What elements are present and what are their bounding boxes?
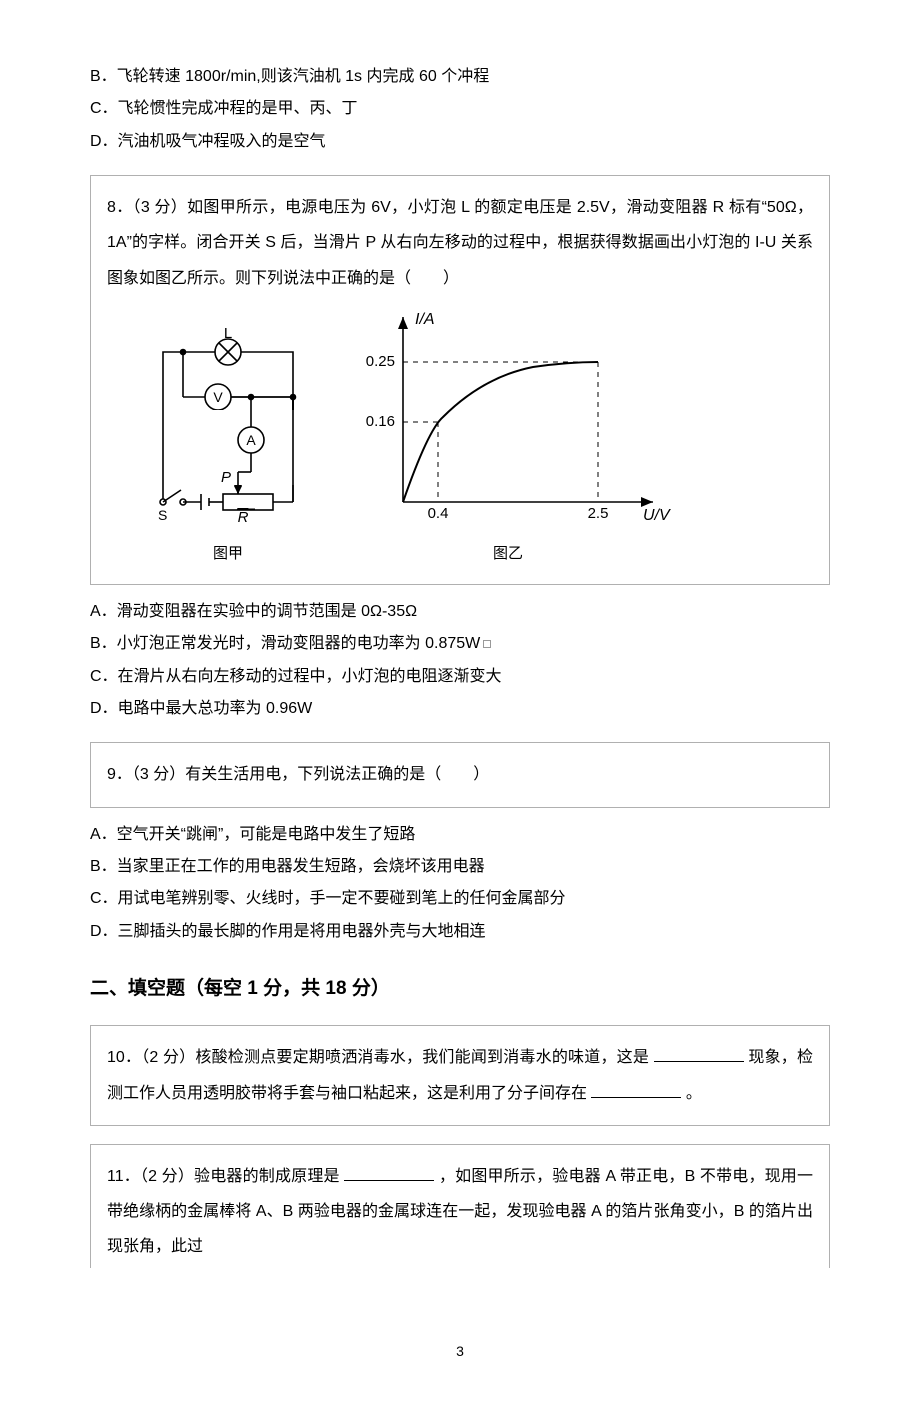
q10-box: 10．（2 分）核酸检测点要定期喷洒消毒水，我们能闻到消毒水的味道，这是 现象，…: [90, 1025, 830, 1125]
q8-box: 8．（3 分）如图甲所示，电源电压为 6V，小灯泡 L 的额定电压是 2.5V，…: [90, 175, 830, 585]
q8-figures: L V A S P R 图甲: [143, 302, 813, 570]
q10-text-1: 10．（2 分）核酸检测点要定期喷洒消毒水，我们能闻到消毒水的味道，这是: [107, 1049, 654, 1066]
q7-option-b: B．飞轮转速 1800r/min,则该汽油机 1s 内完成 60 个冲程: [90, 62, 830, 92]
q7-option-d: D．汽油机吸气冲程吸入的是空气: [90, 127, 830, 157]
q8-option-a: A．滑动变阻器在实验中的调节范围是 0Ω-35Ω: [90, 597, 830, 627]
q8-figure-2: I/A U/V 0.25 0.16 0.4 2.5 图乙: [343, 302, 673, 570]
label-S: S: [158, 507, 167, 522]
svg-text:R: R: [238, 509, 249, 522]
q9-option-b: B．当家里正在工作的用电器发生短路，会烧坏该用电器: [90, 852, 830, 882]
label-L: L: [224, 325, 232, 342]
q8-option-d: D．电路中最大总功率为 0.96W: [90, 694, 830, 724]
q9-option-c: C．用试电笔辨别零、火线时，手一定不要碰到笔上的任何金属部分: [90, 884, 830, 914]
label-R: R: [238, 509, 249, 522]
q7-option-c: C．飞轮惯性完成冲程的是甲、丙、丁: [90, 94, 830, 124]
q11-blank-1[interactable]: [344, 1162, 434, 1181]
graph-xtick-0: 0.4: [428, 505, 449, 522]
q8-fig1-caption: 图甲: [143, 537, 313, 570]
q9-box: 9．（3 分）有关生活用电，下列说法正确的是（ ）: [90, 742, 830, 807]
label-P: P: [221, 469, 231, 486]
q8-fig2-caption: 图乙: [343, 537, 673, 570]
q10-blank-1[interactable]: [654, 1044, 744, 1063]
q9-stem: 9．（3 分）有关生活用电，下列说法正确的是（ ）: [107, 766, 489, 783]
graph-xtick-1: 2.5: [588, 505, 609, 522]
q9-option-a: A．空气开关“跳闸”，可能是电路中发生了短路: [90, 820, 830, 850]
graph-ytick-1: 0.16: [366, 413, 395, 430]
q8-option-c: C．在滑片从右向左移动的过程中，小灯泡的电阻逐渐变大: [90, 662, 830, 692]
graph-x-label: U/V: [643, 507, 671, 522]
section-2-heading: 二、填空题（每空 1 分，共 18 分）: [90, 971, 830, 1007]
marker-icon: [483, 640, 491, 648]
page-number: 3: [90, 1338, 830, 1365]
label-A: A: [246, 432, 256, 448]
label-V: V: [213, 389, 223, 405]
q11-box: 11．（2 分）验电器的制成原理是 ，如图甲所示，验电器 A 带正电，B 不带电…: [90, 1144, 830, 1269]
q10-blank-2[interactable]: [591, 1079, 681, 1098]
q10-text-3: 。: [686, 1085, 702, 1102]
q8-stem: 8．（3 分）如图甲所示，电源电压为 6V，小灯泡 L 的额定电压是 2.5V，…: [107, 190, 813, 296]
graph-ytick-0: 0.25: [366, 353, 395, 370]
q8-option-b: B．小灯泡正常发光时，滑动变阻器的电功率为 0.875W: [90, 629, 830, 659]
q9-option-d: D．三脚插头的最长脚的作用是将用电器外壳与大地相连: [90, 917, 830, 947]
q11-text-1: 11．（2 分）验电器的制成原理是: [107, 1168, 344, 1185]
graph-y-label: I/A: [415, 311, 435, 328]
q8-figure-1: L V A S P R 图甲: [143, 322, 313, 570]
